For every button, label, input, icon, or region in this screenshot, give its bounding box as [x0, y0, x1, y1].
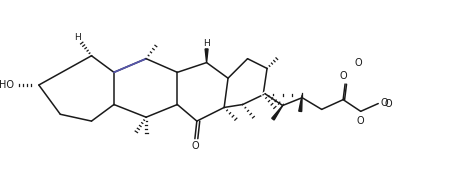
Polygon shape: [299, 95, 302, 111]
Text: O: O: [340, 71, 347, 81]
Text: H: H: [203, 39, 210, 48]
Text: HO: HO: [0, 80, 14, 90]
Text: O: O: [191, 141, 198, 152]
Text: O: O: [380, 98, 388, 108]
Polygon shape: [272, 106, 283, 120]
Text: O: O: [357, 116, 365, 126]
Text: H: H: [74, 33, 81, 42]
Text: O: O: [384, 98, 392, 109]
Polygon shape: [205, 49, 208, 63]
Text: O: O: [355, 58, 362, 68]
